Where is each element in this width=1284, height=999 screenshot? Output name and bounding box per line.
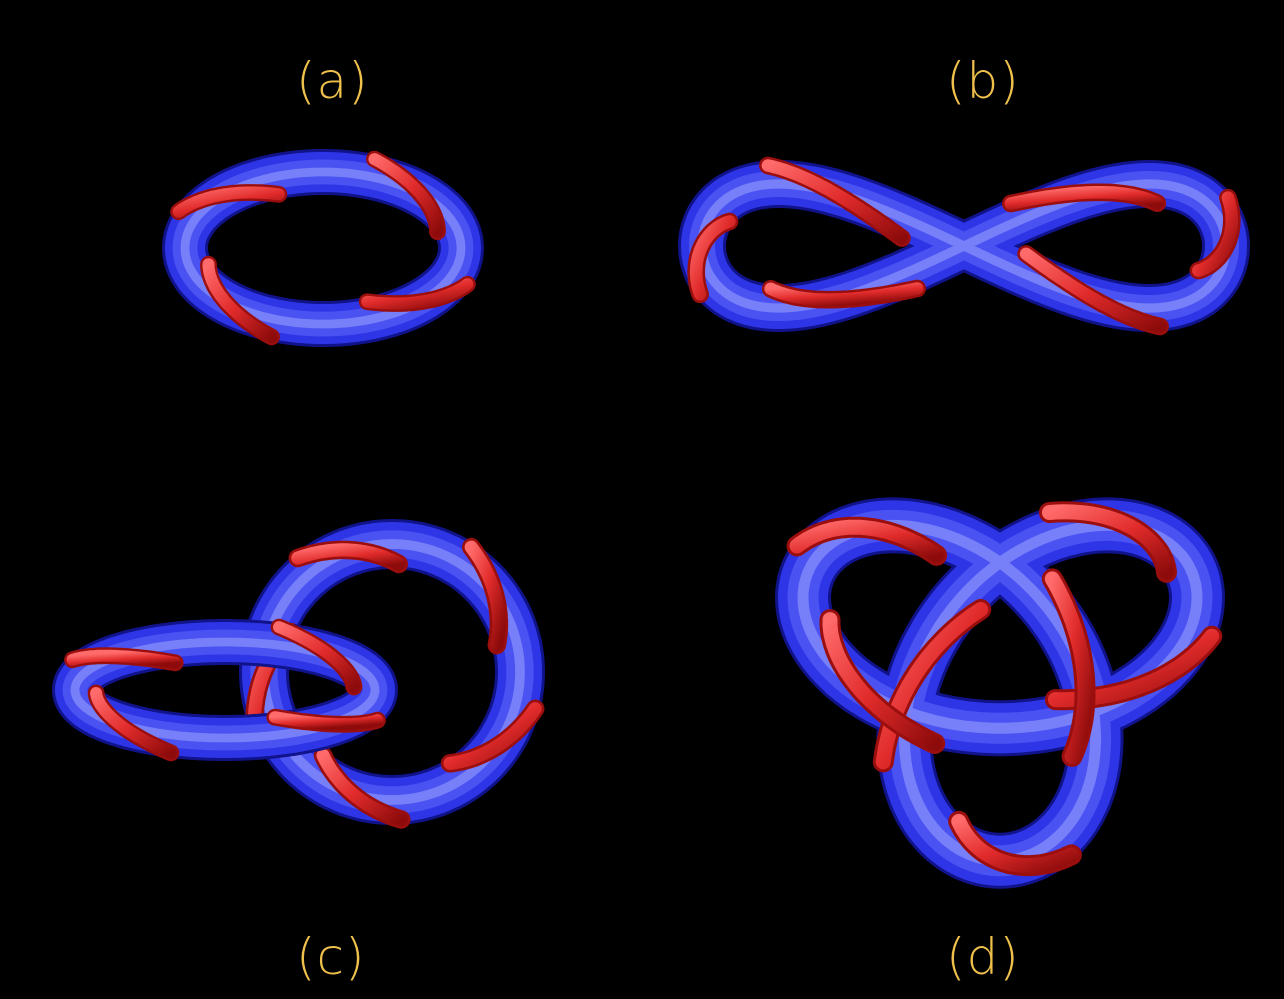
panel-a-label: (a) <box>296 52 369 110</box>
knot-a-ribbon <box>170 150 476 346</box>
panel-c-label: (c) <box>296 928 366 986</box>
knot-d-ribbon <box>786 501 1223 877</box>
knot-b-tube <box>678 160 1250 332</box>
panel-b-label: (b) <box>946 52 1020 110</box>
knot-a-tube <box>162 149 484 347</box>
knot-c-inner-ribbon <box>64 618 386 762</box>
knot-b-ribbon <box>687 156 1241 336</box>
knot-c-inner-tube <box>52 619 398 761</box>
panel-d-label: (d) <box>946 928 1020 986</box>
